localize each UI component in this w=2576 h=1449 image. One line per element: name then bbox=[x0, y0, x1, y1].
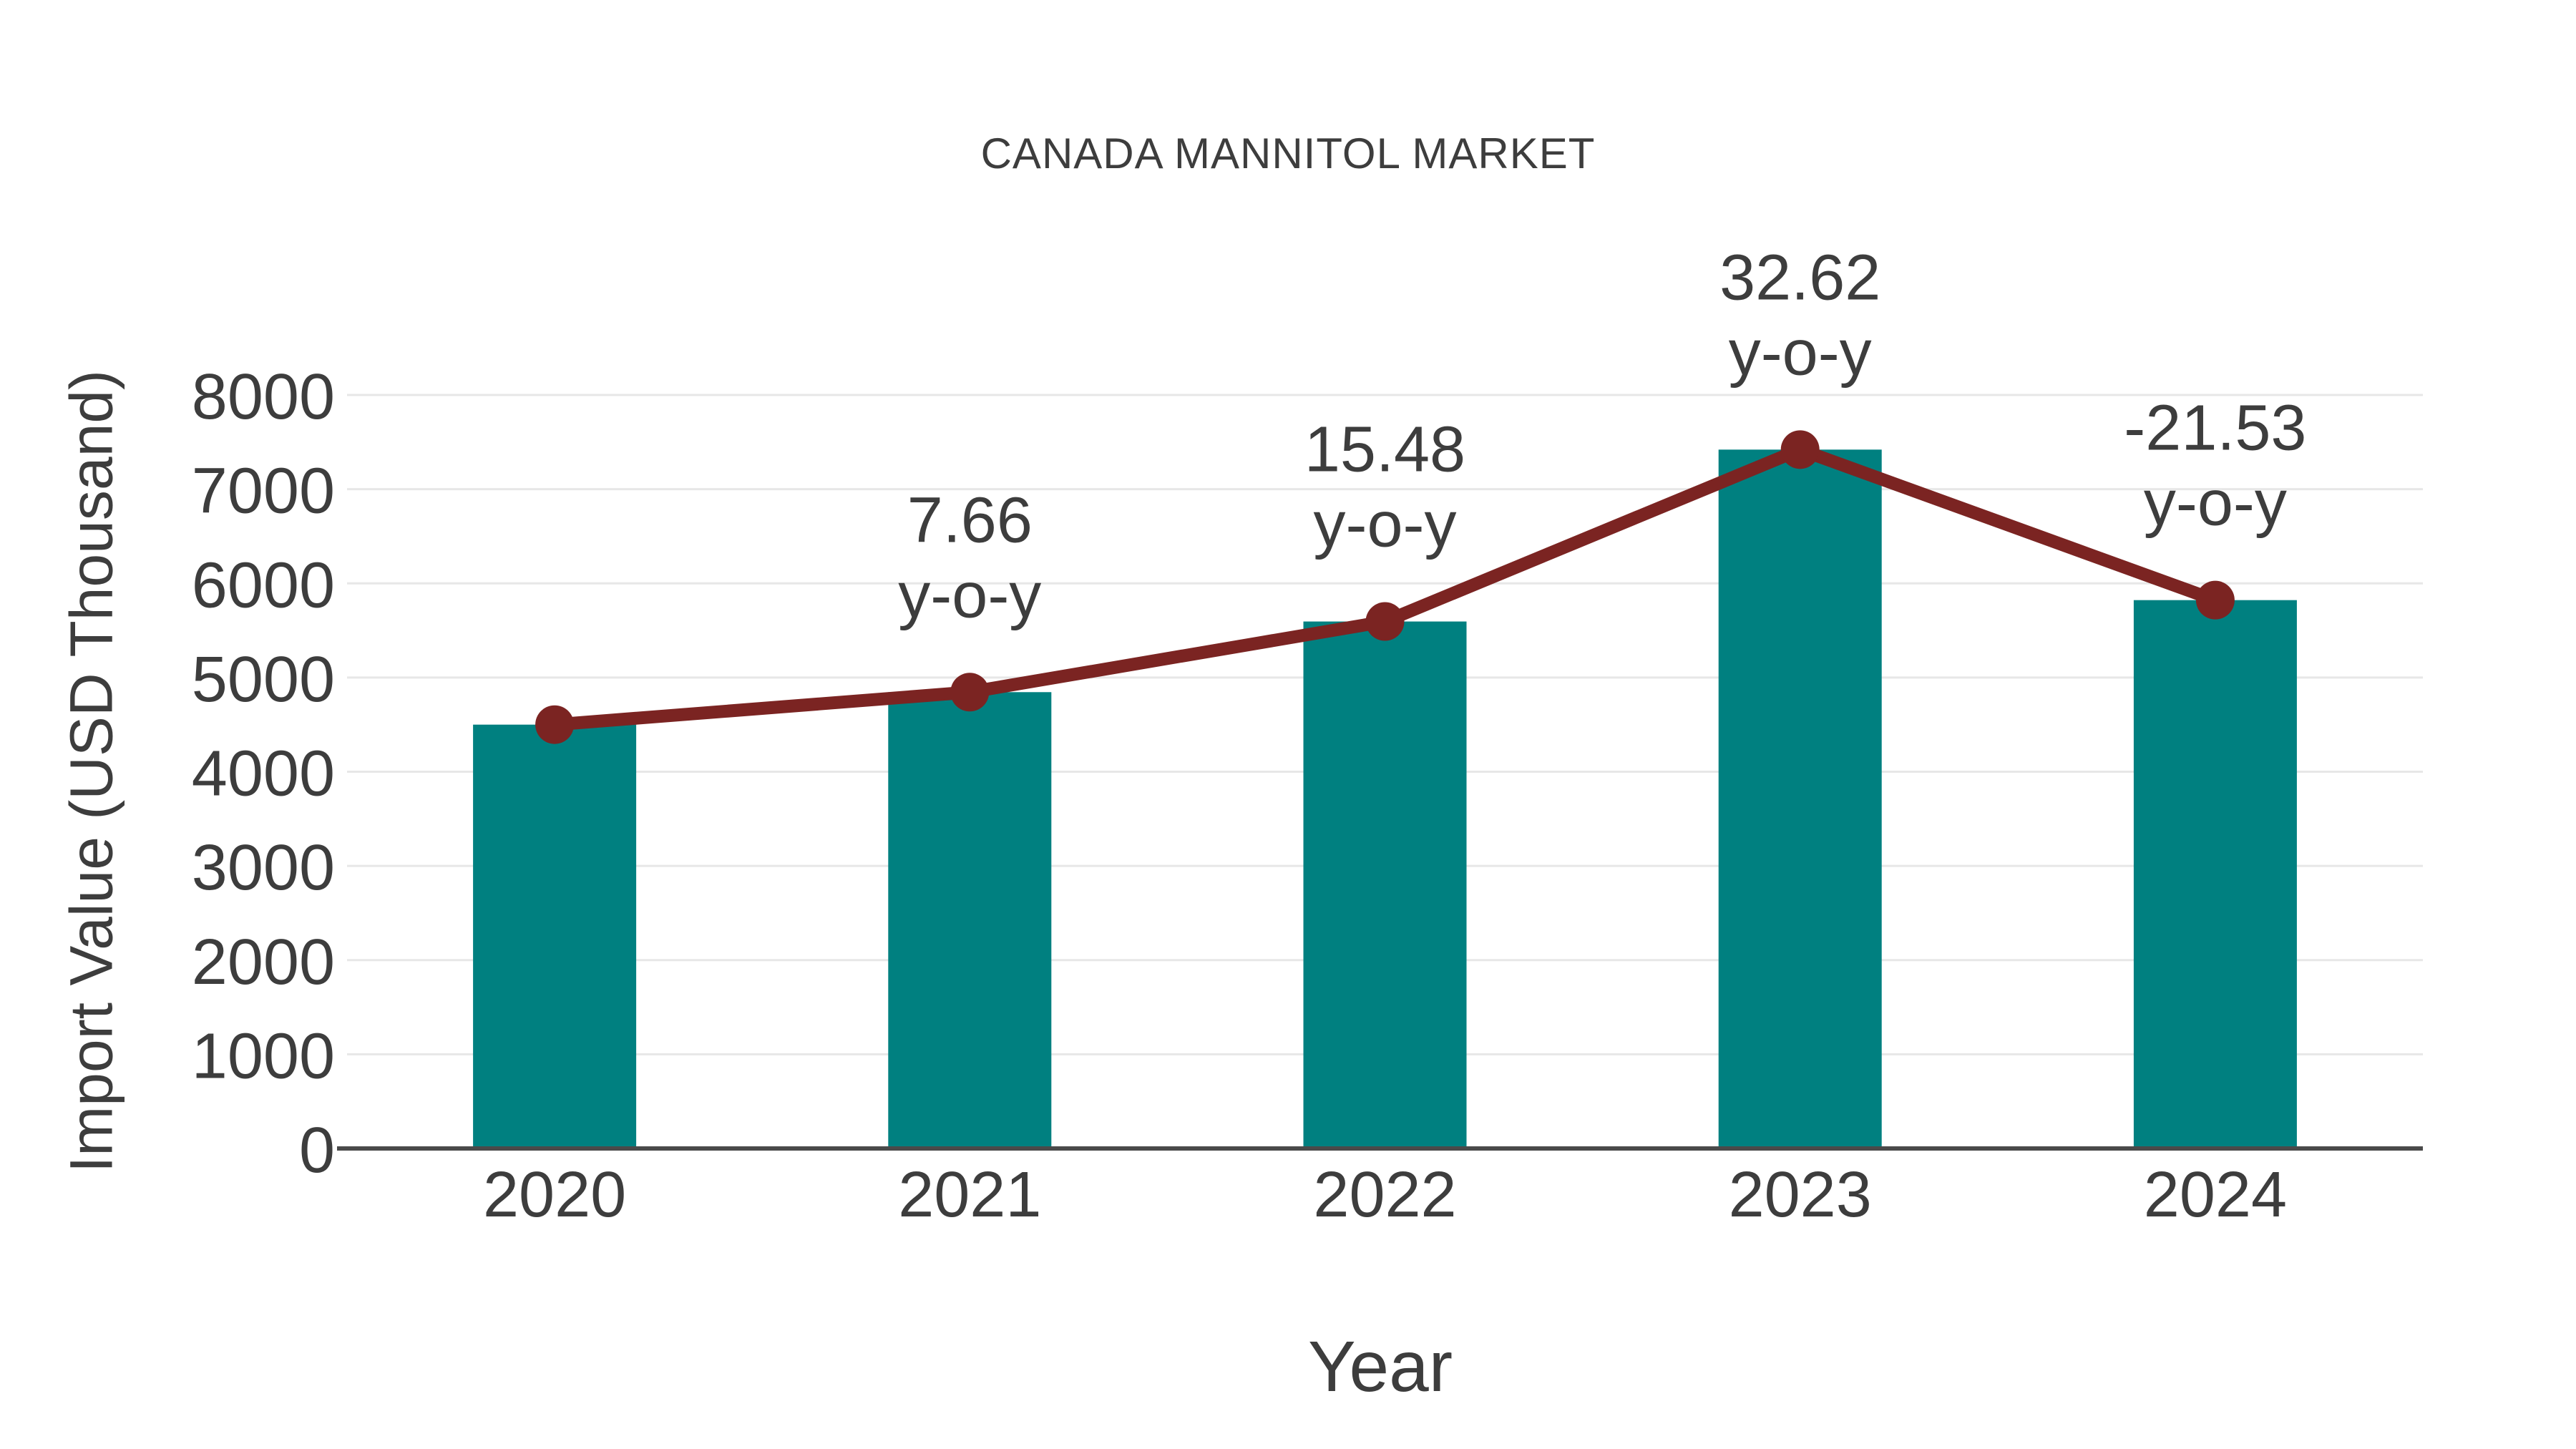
y-tick-label-4000: 4000 bbox=[192, 738, 335, 810]
bar-2024 bbox=[2133, 600, 2297, 1148]
line-marker-2024 bbox=[2195, 580, 2235, 620]
y-tick-label-2000: 2000 bbox=[192, 927, 335, 998]
x-axis-title: Year bbox=[1307, 1327, 1453, 1407]
x-tick-label-2020: 2020 bbox=[483, 1159, 626, 1231]
x-tick-label-2023: 2023 bbox=[1729, 1159, 1872, 1231]
line-marker-2021 bbox=[950, 673, 990, 712]
y-tick-label-3000: 3000 bbox=[192, 832, 335, 904]
yoy-value-2022: 15.48 bbox=[1304, 414, 1465, 486]
bar-2023 bbox=[1718, 449, 1882, 1148]
bar-2021 bbox=[888, 692, 1052, 1148]
yoy-value-2021: 7.66 bbox=[907, 484, 1033, 556]
yoy-suffix-2023: y-o-y bbox=[1729, 317, 1872, 389]
chart-title: CANADA MANNITOL MARKET bbox=[980, 130, 1596, 177]
bar-2022 bbox=[1303, 621, 1467, 1148]
yoy-value-2024: -21.53 bbox=[2124, 393, 2306, 464]
line-marker-2020 bbox=[535, 705, 575, 744]
y-tick-label-0: 0 bbox=[299, 1115, 335, 1186]
yoy-value-2023: 32.62 bbox=[1719, 242, 1880, 313]
y-tick-label-6000: 6000 bbox=[192, 550, 335, 621]
bar-2020 bbox=[473, 724, 637, 1148]
y-tick-label-7000: 7000 bbox=[192, 456, 335, 527]
y-tick-label-5000: 5000 bbox=[192, 644, 335, 716]
line-marker-2023 bbox=[1780, 430, 1820, 469]
y-tick-label-1000: 1000 bbox=[192, 1020, 335, 1092]
x-tick-label-2022: 2022 bbox=[1313, 1159, 1456, 1231]
yoy-suffix-2024: y-o-y bbox=[2144, 468, 2287, 540]
y-tick-label-8000: 8000 bbox=[192, 361, 335, 433]
x-tick-label-2021: 2021 bbox=[898, 1159, 1041, 1231]
line-marker-2022 bbox=[1365, 602, 1405, 641]
yoy-suffix-2022: y-o-y bbox=[1314, 489, 1457, 561]
yoy-suffix-2021: y-o-y bbox=[898, 560, 1041, 631]
x-tick-label-2024: 2024 bbox=[2144, 1159, 2287, 1231]
